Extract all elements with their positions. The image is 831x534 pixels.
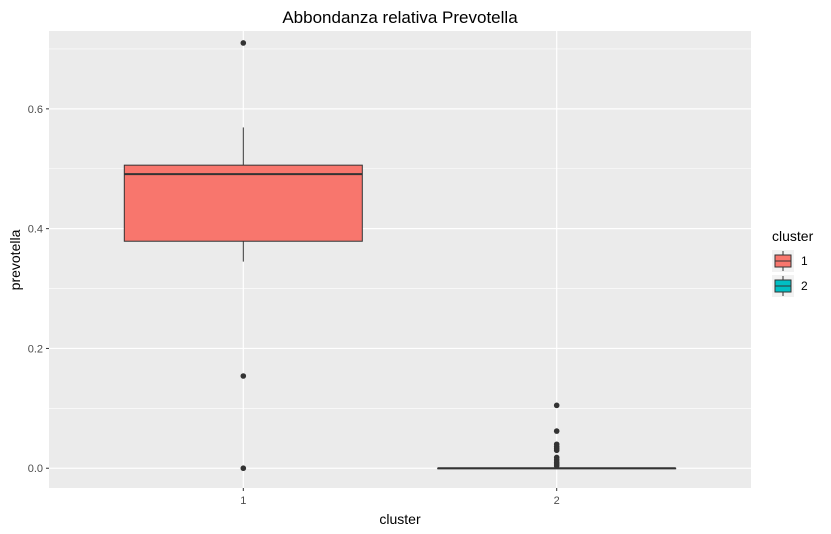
legend-key-2 — [772, 275, 794, 297]
chart-title: Abbondanza relativa Prevotella — [282, 8, 518, 27]
box-group-2 — [437, 402, 677, 470]
x-tick-label: 1 — [240, 495, 246, 507]
y-tick-label: 0.4 — [28, 224, 43, 236]
x-axis-title: cluster — [379, 511, 421, 527]
outlier-point — [240, 40, 247, 46]
y-tick-label: 0.0 — [28, 463, 43, 475]
y-tick-label: 0.2 — [28, 343, 43, 355]
plot-panel — [49, 31, 751, 488]
legend-key-1 — [772, 250, 794, 272]
x-tick-label: 2 — [554, 495, 560, 507]
outlier-point — [553, 428, 560, 434]
legend: cluster 1 2 — [772, 228, 814, 297]
outlier-point — [240, 373, 247, 379]
outlier-point — [553, 402, 560, 409]
outlier-point — [553, 447, 560, 454]
box — [123, 164, 363, 242]
box-group-1 — [123, 40, 363, 472]
boxes — [123, 40, 677, 472]
y-axis: 0.0 0.2 0.4 0.6 — [28, 104, 49, 475]
y-tick-label: 0.6 — [28, 104, 43, 116]
legend-label: 1 — [801, 254, 808, 268]
outlier-point — [240, 465, 247, 472]
legend-label: 2 — [801, 279, 808, 293]
legend-title: cluster — [772, 228, 814, 244]
y-axis-title: prevotella — [7, 229, 23, 290]
outlier-point — [553, 463, 560, 469]
